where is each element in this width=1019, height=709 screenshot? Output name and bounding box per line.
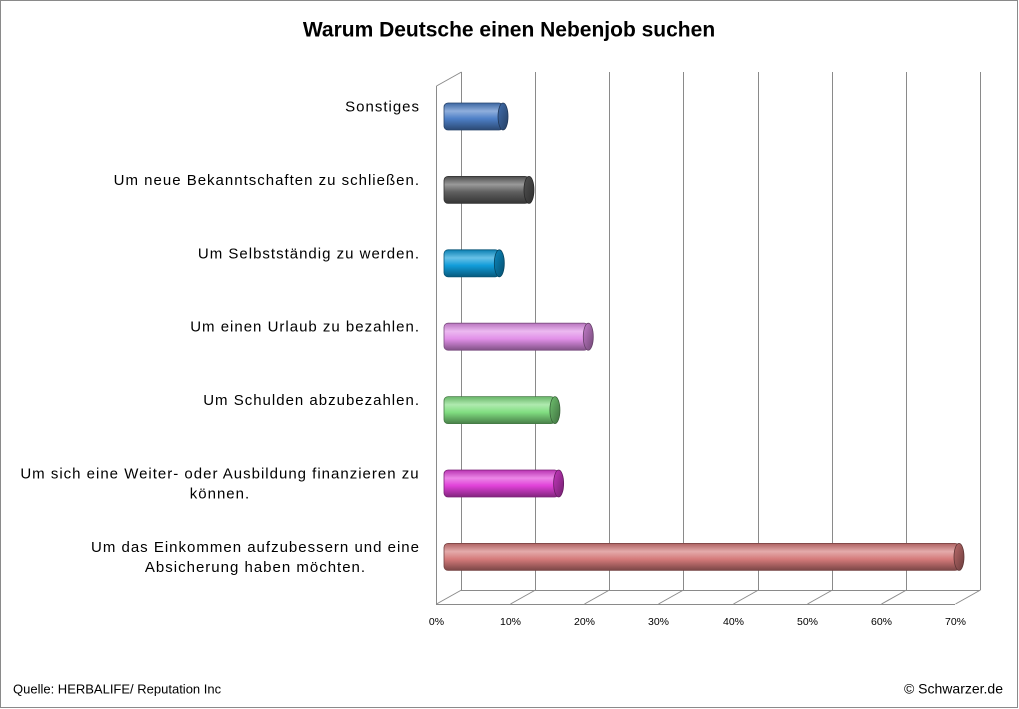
bar-body — [443, 102, 504, 131]
x-tick-label: 30% — [648, 616, 669, 628]
category-label: Um das Einkommen aufzubessern und eine Ab… — [91, 539, 420, 576]
category-label-line: Um sich eine Weiter- oder Ausbildung fin… — [20, 466, 419, 483]
bar-body — [443, 396, 556, 425]
x-tick-label: 0% — [429, 616, 444, 628]
bar — [443, 249, 505, 278]
category-label-line: Um Schulden abzubezahlen. — [203, 392, 420, 409]
bar-body — [443, 249, 500, 278]
bar-end-cap — [549, 396, 561, 425]
bars — [443, 102, 965, 571]
floor-gridline — [955, 589, 981, 605]
copyright-note: © Schwarzer.de — [904, 681, 1003, 697]
bar — [443, 102, 509, 131]
category-label: Um Selbstständig zu werden. — [198, 245, 420, 262]
category-label: Sonstiges — [345, 99, 420, 116]
bar-end-cap — [493, 249, 505, 278]
source-note: Quelle: HERBALIFE/ Reputation Inc — [13, 682, 222, 697]
plot-area: Sonstiges Um neue Bekanntschaften zu schl… — [20, 71, 981, 628]
bar-body — [443, 469, 560, 498]
bar-body — [443, 543, 960, 571]
x-tick-label: 10% — [500, 616, 521, 628]
category-labels: Sonstiges Um neue Bekanntschaften zu schl… — [20, 99, 420, 576]
chart-title: Warum Deutsche einen Nebenjob suchen — [303, 19, 715, 42]
bar — [443, 322, 594, 351]
floor-gridline — [881, 589, 907, 605]
x-tick-label: 70% — [945, 616, 966, 628]
category-label: Um Schulden abzubezahlen. — [203, 392, 420, 409]
category-label: Um neue Bekanntschaften zu schließen. — [114, 172, 420, 189]
bar — [443, 396, 561, 425]
x-tick-label: 60% — [871, 616, 892, 628]
left-wall-top-edge — [436, 71, 462, 87]
bar-end-cap — [523, 175, 535, 204]
bar-body — [443, 175, 530, 204]
bar-end-cap — [953, 543, 965, 571]
category-label: Um sich eine Weiter- oder Ausbildung fin… — [20, 466, 419, 503]
bar — [443, 469, 565, 498]
bar-end-cap — [553, 469, 565, 498]
category-label-line: Um einen Urlaub zu bezahlen. — [190, 319, 420, 336]
bar-end-cap — [582, 322, 594, 351]
floor-gridline — [436, 589, 462, 605]
x-tick-label: 50% — [797, 616, 818, 628]
floor-gridline — [510, 589, 536, 605]
floor-gridline — [807, 589, 833, 605]
x-axis-tick-labels: 0% 10% 20% 30% 40% 50% 60% 70% — [429, 616, 966, 628]
x-tick-label: 40% — [723, 616, 744, 628]
category-label: Um einen Urlaub zu bezahlen. — [190, 319, 420, 336]
bar — [443, 175, 535, 204]
category-label-line: Um neue Bekanntschaften zu schließen. — [114, 172, 420, 189]
category-label-line: Um das Einkommen aufzubessern und eine — [91, 539, 420, 556]
floor-gridline — [584, 589, 610, 605]
floor-gridline — [733, 589, 759, 605]
bar-end-cap — [497, 102, 509, 131]
category-label-line: Um Selbstständig zu werden. — [198, 245, 420, 262]
floor-gridline — [658, 589, 684, 605]
x-tick-label: 20% — [574, 616, 595, 628]
bar-body — [443, 322, 589, 351]
bar — [443, 543, 965, 571]
category-label-line: Absicherung haben möchten. — [145, 559, 366, 576]
category-label-line: Sonstiges — [345, 99, 420, 116]
category-label-line: können. — [190, 486, 250, 503]
